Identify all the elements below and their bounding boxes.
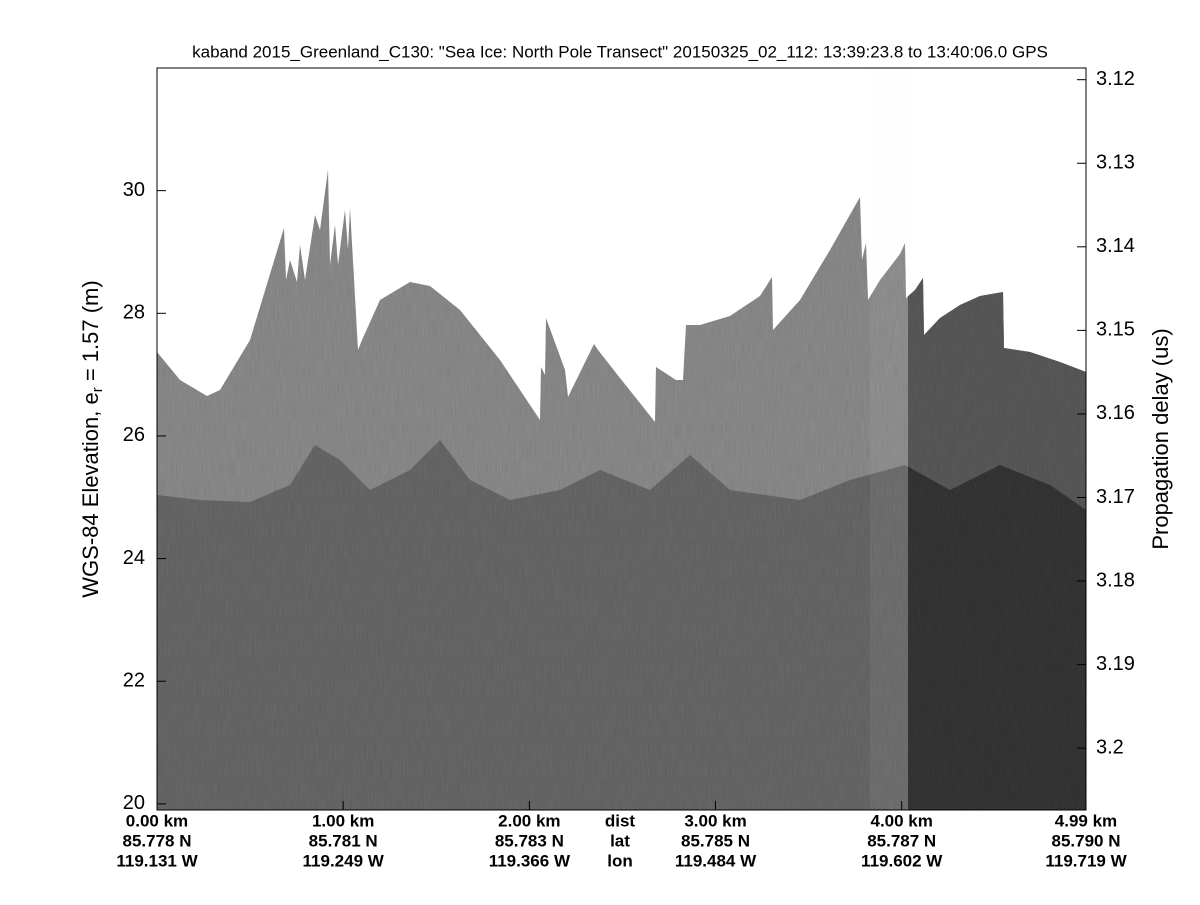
- row-name: lat: [610, 831, 630, 850]
- y-tick-label: 30: [123, 179, 145, 201]
- lat-label: 85.790 N: [1052, 831, 1121, 850]
- y2-tick-label: 3.18: [1096, 569, 1135, 591]
- y-axis-label: WGS-84 Elevation, er = 1.57 (m): [78, 280, 106, 597]
- y-tick-label: 20: [123, 792, 145, 814]
- lon-label: 119.719 W: [1045, 851, 1127, 870]
- lon-label: 119.602 W: [861, 851, 943, 870]
- y2-tick-label: 3.15: [1096, 319, 1135, 341]
- lat-label: 85.783 N: [495, 831, 564, 850]
- x-tick-label: 4.99 km: [1055, 811, 1117, 830]
- x-tick-label: 0.00 km: [126, 811, 188, 830]
- lat-label: 85.781 N: [309, 831, 378, 850]
- x-tick-label: 3.00 km: [684, 811, 746, 830]
- y-tick-label: 24: [123, 547, 145, 569]
- y2-tick-label: 3.19: [1096, 653, 1135, 675]
- x-tick-label: 2.00 km: [498, 811, 560, 830]
- row-name: lon: [607, 851, 633, 870]
- x-tick-label: 4.00 km: [870, 811, 932, 830]
- lon-label: 119.249 W: [303, 851, 385, 870]
- y2-tick-label: 3.2: [1096, 736, 1124, 758]
- y-label-part: WGS-84 Elevation, e: [78, 392, 103, 597]
- y2-axis-label: Propagation delay (us): [1148, 328, 1173, 549]
- y2-tick-label: 3.16: [1096, 402, 1135, 424]
- lat-label: 85.787 N: [867, 831, 936, 850]
- y-tick-label: 28: [123, 302, 145, 324]
- y-label-part: = 1.57 (m): [78, 280, 103, 387]
- y2-tick-label: 3.12: [1096, 68, 1135, 90]
- x-tick-label: 1.00 km: [312, 811, 374, 830]
- lat-label: 85.778 N: [123, 831, 192, 850]
- chart-title: kaband 2015_Greenland_C130: "Sea Ice: No…: [192, 42, 1048, 61]
- echogram-image: [157, 68, 1086, 810]
- lat-label: 85.785 N: [681, 831, 750, 850]
- row-name: dist: [605, 811, 636, 830]
- y2-tick-label: 3.13: [1096, 152, 1135, 174]
- lon-label: 119.366 W: [489, 851, 571, 870]
- y-tick-label: 26: [123, 424, 145, 446]
- lon-label: 119.131 W: [116, 851, 198, 870]
- plot-frame: [156, 67, 1087, 811]
- y-label-sub: r: [89, 387, 106, 392]
- y2-tick-label: 3.14: [1096, 235, 1135, 257]
- y-tick-label: 22: [123, 670, 145, 692]
- y2-tick-label: 3.17: [1096, 486, 1135, 508]
- lon-label: 119.484 W: [675, 851, 757, 870]
